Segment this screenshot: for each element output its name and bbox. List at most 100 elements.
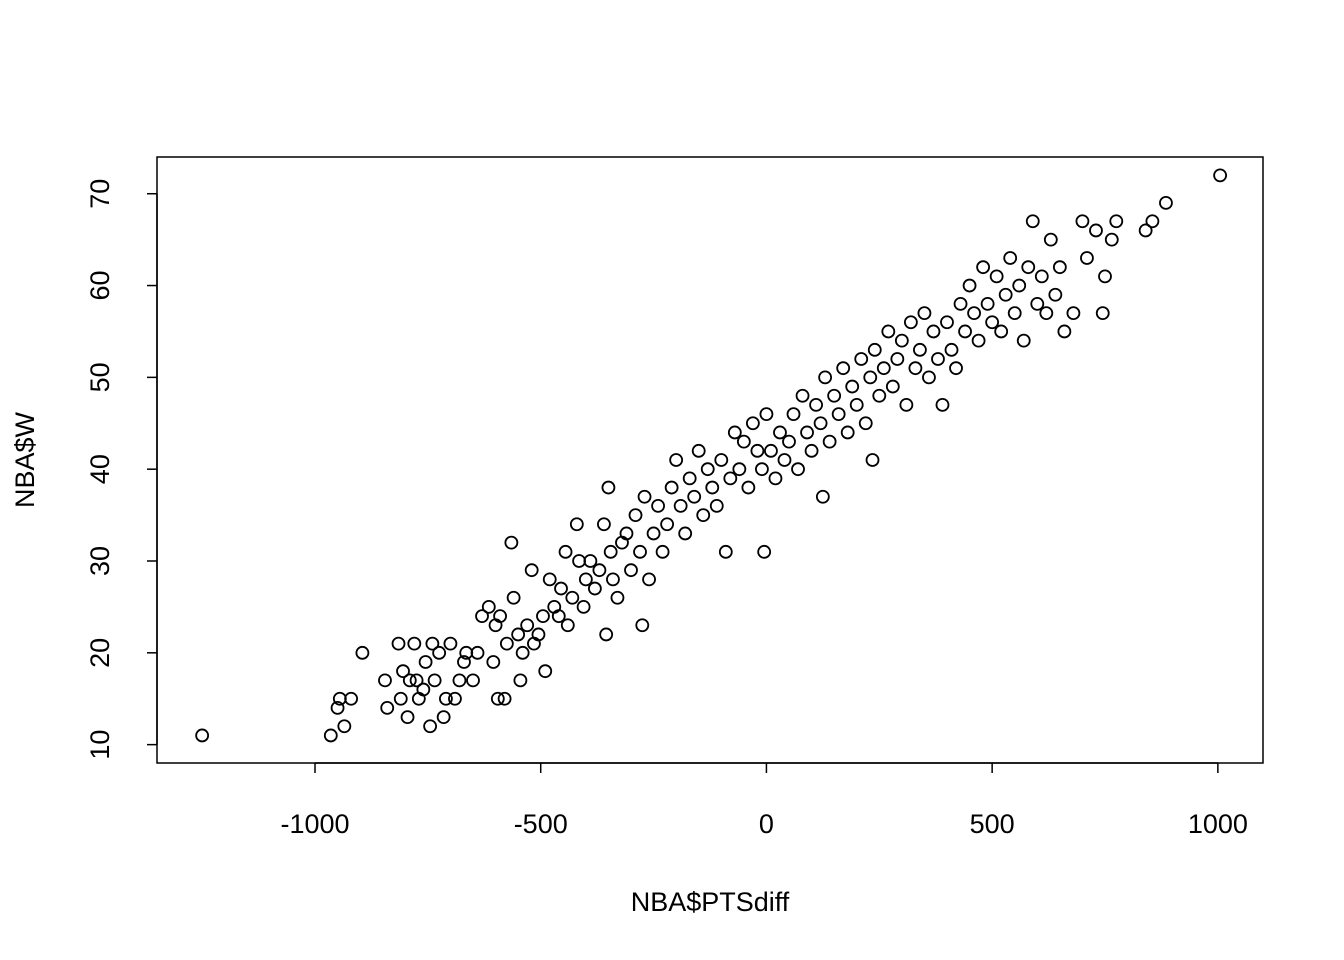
data-point — [531, 627, 546, 642]
data-point — [723, 471, 738, 486]
data-point — [1095, 306, 1110, 320]
data-point — [768, 471, 783, 486]
y-tick-label: 50 — [85, 362, 115, 392]
data-point — [610, 590, 625, 605]
y-tick-label: 30 — [85, 546, 115, 576]
data-point — [1075, 214, 1090, 229]
data-point — [727, 425, 742, 440]
data-point — [809, 398, 823, 412]
data-point — [1003, 251, 1018, 265]
x-tick-label: 0 — [759, 809, 774, 839]
data-point — [599, 627, 614, 642]
data-point — [597, 517, 611, 532]
data-point — [551, 609, 566, 623]
data-point — [836, 361, 851, 376]
data-point — [542, 572, 557, 587]
data-point — [989, 269, 1004, 284]
data-point — [1034, 269, 1049, 284]
data-point — [958, 324, 972, 339]
data-point — [764, 443, 778, 458]
data-point — [1089, 223, 1103, 238]
data-point — [755, 462, 769, 477]
data-point — [691, 443, 706, 458]
data-point — [554, 581, 568, 596]
data-point — [1007, 306, 1022, 320]
data-point — [624, 563, 638, 578]
data-point — [402, 673, 417, 688]
data-point — [908, 361, 923, 376]
data-point — [664, 480, 679, 495]
data-point — [323, 728, 338, 743]
data-point — [953, 297, 968, 311]
data-point — [432, 645, 447, 660]
data-point — [195, 728, 210, 743]
data-point — [558, 544, 573, 559]
data-point — [536, 609, 550, 623]
data-point — [466, 673, 480, 688]
data-point — [1048, 287, 1063, 302]
data-point — [651, 499, 665, 513]
data-point — [603, 544, 618, 559]
data-point — [587, 581, 602, 596]
data-point — [400, 710, 415, 724]
data-point — [520, 618, 535, 633]
y-tick-label: 20 — [85, 638, 115, 668]
y-axis-title: NBA$W — [10, 411, 40, 508]
data-point — [890, 352, 905, 366]
data-point — [935, 398, 950, 412]
data-point — [635, 618, 650, 633]
data-point — [678, 526, 693, 541]
y-tick-label: 10 — [85, 730, 115, 760]
data-point — [1025, 214, 1040, 229]
data-point — [696, 508, 711, 522]
data-point — [409, 673, 424, 688]
data-point — [985, 315, 1000, 330]
data-point — [718, 544, 733, 559]
data-point — [560, 618, 575, 633]
x-tick-label: 1000 — [1188, 809, 1248, 839]
data-point — [899, 398, 914, 412]
data-point — [1080, 251, 1094, 265]
data-point — [538, 664, 553, 679]
data-point — [827, 388, 842, 403]
data-point — [1104, 232, 1119, 247]
data-points — [195, 168, 1228, 743]
data-point — [475, 609, 489, 623]
data-point — [416, 682, 431, 697]
data-point — [655, 544, 670, 559]
data-point — [660, 517, 675, 532]
data-point — [578, 572, 593, 587]
data-point — [840, 425, 855, 440]
data-point — [396, 664, 410, 679]
data-point — [791, 462, 805, 477]
data-point — [1145, 214, 1160, 229]
data-point — [378, 673, 392, 688]
data-point — [750, 443, 765, 458]
data-point — [971, 333, 986, 348]
data-point — [782, 434, 796, 449]
data-point — [407, 636, 422, 651]
data-point — [1039, 306, 1054, 320]
data-point — [499, 636, 514, 651]
data-point — [486, 655, 501, 669]
data-point — [393, 691, 408, 706]
data-point — [736, 434, 751, 449]
data-point — [1052, 260, 1067, 275]
plot-frame — [156, 156, 1264, 764]
data-point — [633, 544, 647, 559]
data-point — [1213, 168, 1228, 183]
data-point — [926, 324, 941, 339]
data-point — [922, 370, 936, 385]
data-point — [1109, 214, 1124, 229]
data-point — [700, 462, 715, 477]
data-point — [1159, 196, 1173, 210]
data-point — [994, 324, 1009, 339]
data-point — [815, 489, 830, 504]
data-point — [439, 691, 453, 706]
data-point — [741, 480, 756, 495]
data-point — [777, 453, 792, 467]
x-tick-label: -1000 — [280, 809, 349, 839]
data-point — [606, 572, 620, 587]
